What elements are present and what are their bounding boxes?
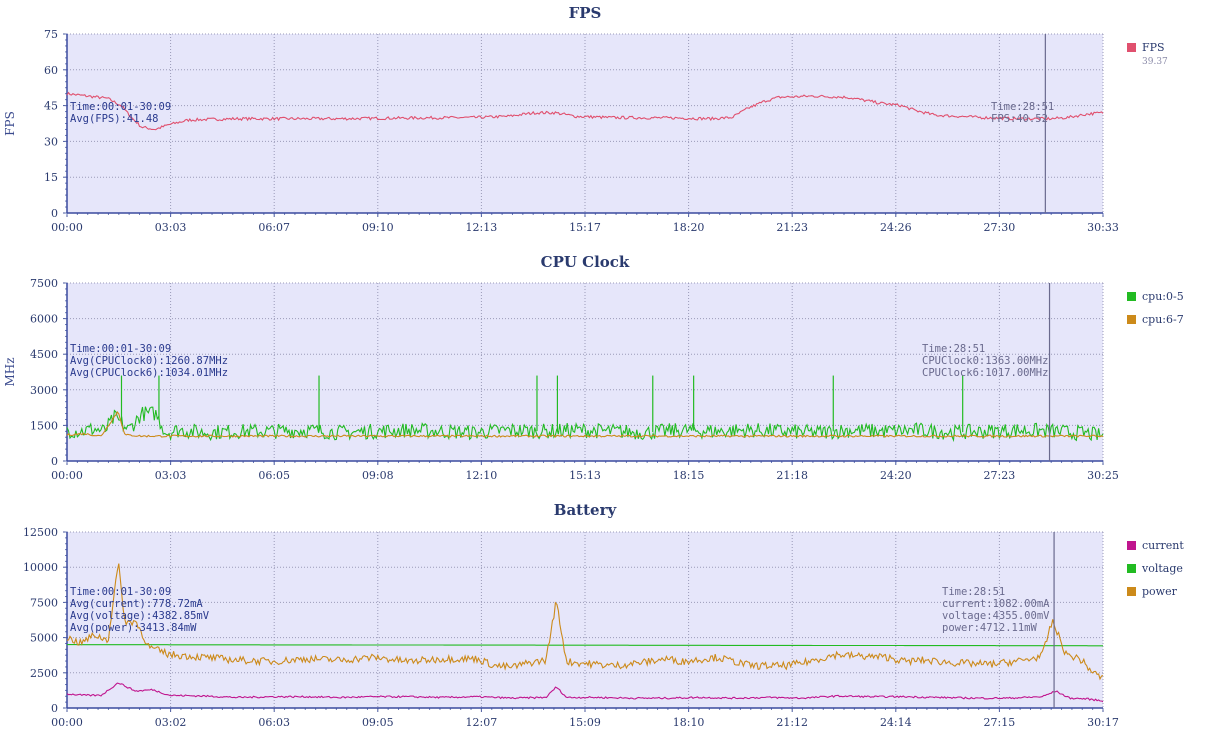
- series-line-current: [66, 682, 1104, 703]
- y-tick-label: 7500: [30, 596, 58, 609]
- chart-title: FPS: [569, 4, 602, 22]
- x-tick-label: 18:15: [673, 469, 705, 482]
- annotation-left: Avg(current):778.72mA: [70, 598, 203, 610]
- x-tick-label: 09:10: [362, 221, 394, 234]
- x-tick-label: 21:23: [776, 221, 808, 234]
- y-tick-label: 6000: [30, 313, 58, 326]
- x-tick-label: 06:03: [258, 716, 290, 729]
- legend-label: cpu:6-7: [1142, 313, 1184, 326]
- annotation-right: CPUClock6:1017.00MHz: [922, 367, 1048, 379]
- x-tick-label: 12:10: [466, 469, 498, 482]
- annotation-left: Avg(power):3413.84mW: [70, 622, 197, 634]
- series-line-power: [66, 563, 1104, 681]
- x-tick-label: 24:20: [880, 469, 912, 482]
- annotation-right: Time:28:51: [922, 343, 985, 355]
- legend-label: cpu:0-5: [1142, 290, 1184, 303]
- x-tick-label: 06:05: [258, 469, 290, 482]
- x-tick-label: 18:20: [673, 221, 705, 234]
- annotation-right: Time:28:51: [991, 101, 1054, 113]
- y-axis-label: FPS: [3, 111, 17, 136]
- x-tick-label: 21:12: [776, 716, 808, 729]
- annotation-left: Avg(voltage):4382.85mV: [70, 610, 210, 622]
- annotation-left: Time:00:01-30:09: [70, 101, 171, 113]
- y-axis-label: MHz: [3, 357, 17, 386]
- y-tick-label: 45: [44, 100, 58, 113]
- legend-label: power: [1142, 585, 1178, 598]
- y-tick-label: 0: [51, 702, 58, 715]
- y-tick-label: 30: [44, 135, 58, 148]
- annotation-left: Avg(CPUClock0):1260.87MHz: [70, 355, 228, 367]
- y-tick-label: 7500: [30, 277, 58, 290]
- x-tick-label: 03:02: [155, 716, 187, 729]
- legend-label: FPS: [1142, 41, 1165, 54]
- x-tick-label: 27:23: [984, 469, 1016, 482]
- x-tick-label: 00:00: [51, 469, 83, 482]
- y-tick-label: 2500: [30, 667, 58, 680]
- x-tick-label: 24:14: [880, 716, 912, 729]
- x-tick-label: 12:07: [466, 716, 498, 729]
- x-tick-label: 27:30: [984, 221, 1016, 234]
- annotation-left: Avg(CPUClock6):1034.01MHz: [70, 367, 228, 379]
- x-tick-label: 12:13: [466, 221, 498, 234]
- annotation-left: Time:00:01-30:09: [70, 586, 171, 598]
- chart-1: CPU Clock MHz 0 1500 3000 4500 6000 7500 00:00 03…: [3, 253, 1184, 482]
- x-tick-label: 15:13: [569, 469, 601, 482]
- annotation-right: voltage:4355.00mV: [942, 610, 1050, 622]
- x-tick-label: 30:25: [1087, 469, 1119, 482]
- y-tick-label: 60: [44, 64, 58, 77]
- annotation-left: Time:00:01-30:09: [70, 343, 171, 355]
- chart-2: Battery 0 2500 5000 7500 10000 12500 00:00 03:02…: [23, 501, 1184, 729]
- series-line-fps: [66, 91, 1104, 131]
- x-tick-label: 15:09: [569, 716, 601, 729]
- x-tick-label: 09:05: [362, 716, 394, 729]
- legend-swatch: [1127, 315, 1136, 324]
- legend-label: voltage: [1141, 562, 1183, 575]
- y-tick-label: 5000: [30, 632, 58, 645]
- legend-value: 39.37: [1142, 57, 1168, 67]
- x-tick-label: 09:08: [362, 469, 394, 482]
- y-tick-label: 15: [44, 171, 58, 184]
- x-tick-label: 18:10: [673, 716, 705, 729]
- legend-swatch: [1127, 292, 1136, 301]
- y-tick-label: 12500: [23, 526, 58, 539]
- y-tick-label: 3000: [30, 384, 58, 397]
- y-tick-label: 4500: [30, 348, 58, 361]
- plot-area: [67, 34, 1103, 213]
- chart-title: Battery: [554, 501, 618, 519]
- series-line-cpu-6-7: [66, 410, 1104, 438]
- annotation-right: FPS:40.52: [991, 113, 1048, 125]
- chart-0: FPS FPS 0 15 30 45 60 75 00:00 03:03 06:07 09:10 12:…: [3, 4, 1168, 234]
- legend-swatch: [1127, 541, 1136, 550]
- legend-swatch: [1127, 43, 1136, 52]
- legend-label: current: [1142, 539, 1184, 552]
- x-tick-label: 24:26: [880, 221, 912, 234]
- y-tick-label: 0: [51, 207, 58, 220]
- annotation-left: Avg(FPS):41.48: [70, 113, 159, 125]
- legend-swatch: [1127, 564, 1136, 573]
- chart-title: CPU Clock: [541, 253, 630, 271]
- annotation-right: current:1082.00mA: [942, 598, 1050, 610]
- annotation-right: CPUClock0:1363.00MHz: [922, 355, 1048, 367]
- y-tick-label: 75: [44, 28, 58, 41]
- plot-area: [67, 283, 1103, 461]
- x-tick-label: 00:00: [51, 716, 83, 729]
- x-tick-label: 03:03: [155, 469, 187, 482]
- x-tick-label: 21:18: [776, 469, 808, 482]
- x-tick-label: 06:07: [258, 221, 290, 234]
- x-tick-label: 30:17: [1087, 716, 1119, 729]
- y-tick-label: 1500: [30, 419, 58, 432]
- y-tick-label: 0: [51, 455, 58, 468]
- x-tick-label: 27:15: [984, 716, 1016, 729]
- x-tick-label: 30:33: [1087, 221, 1119, 234]
- x-tick-label: 00:00: [51, 221, 83, 234]
- x-tick-label: 03:03: [155, 221, 187, 234]
- y-tick-label: 10000: [23, 561, 58, 574]
- annotation-right: power:4712.11mW: [942, 622, 1038, 634]
- annotation-right: Time:28:51: [942, 586, 1005, 598]
- legend-swatch: [1127, 587, 1136, 596]
- x-tick-label: 15:17: [569, 221, 601, 234]
- series-line-voltage: [67, 644, 1103, 647]
